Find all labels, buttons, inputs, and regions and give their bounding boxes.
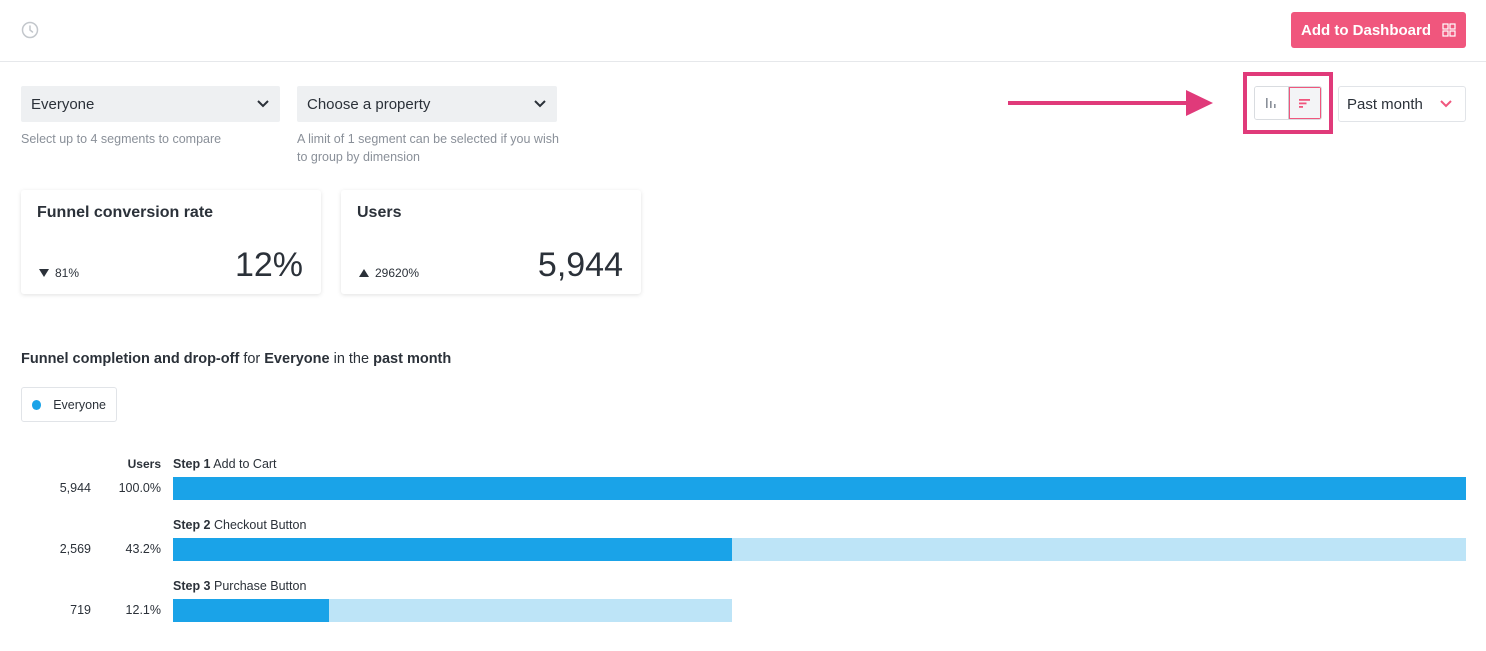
legend-label: Everyone [53,397,106,412]
funnel-bar-completed [173,477,1466,500]
property-select[interactable]: Choose a property [297,86,557,122]
step-number: Step 1 [173,457,211,471]
step-number: Step 3 [173,579,211,593]
segment-select-value: Everyone [31,95,95,113]
vertical-bars-icon [1266,98,1277,108]
view-toggle-highlight [1243,72,1333,134]
card-change-value: 81% [55,266,80,280]
step-percent: 43.2% [125,542,161,556]
card-value: 12% [234,246,303,284]
segment-help-text: Select up to 4 segments to compare [21,132,222,146]
add-to-dashboard-button[interactable]: Add to Dashboard [1291,12,1466,48]
funnel-bar-completed [173,538,732,561]
card-title: Users [357,204,402,221]
chart-title-prefix: Funnel completion and drop-off [21,351,240,367]
step-users-count: 5,944 [59,481,91,495]
annotation-arrow-icon [1008,90,1213,116]
step-number: Step 2 [173,518,211,532]
chart-title: Funnel completion and drop-off for Every… [21,351,451,367]
users-column-header: Users [127,457,161,471]
triangle-down-icon [39,269,49,277]
step-label: Step 2 Checkout Button [173,518,306,532]
step-users-count: 2,569 [59,542,91,556]
vertical-bar-view-button[interactable] [1255,87,1288,119]
step-name: Checkout Button [210,518,307,532]
step-name: Add to Cart [210,457,277,471]
chart-view-toggle[interactable] [1254,86,1322,120]
step-users-count: 719 [70,603,91,617]
period-select-value: Past month [1347,95,1423,113]
step-percent: 100.0% [118,481,161,495]
chart-title-segment: Everyone [264,351,330,367]
horizontal-bars-icon [1298,99,1310,108]
card-value: 5,944 [537,246,623,284]
funnel-bar[interactable] [173,477,1466,500]
property-select-value: Choose a property [307,95,431,113]
step-label: Step 3 Purchase Button [173,579,306,593]
add-to-dashboard-label: Add to Dashboard [1301,21,1431,39]
chart-title-in: in the [333,351,370,367]
funnel-bar[interactable] [173,599,1466,622]
card-change-value: 29620% [375,266,420,280]
step-percent: 12.1% [125,603,161,617]
chart-title-period: past month [373,351,452,367]
chevron-down-icon [1440,100,1452,108]
chevron-down-icon [534,100,546,108]
dashboard-grid-icon [1442,23,1456,37]
triangle-up-icon [359,269,369,277]
step-name: Purchase Button [210,579,307,593]
legend-item-everyone[interactable]: Everyone [21,387,117,422]
legend-dot [32,399,42,410]
segment-select[interactable]: Everyone [21,86,280,122]
funnel-conversion-card: Funnel conversion rate 81% 12% [21,190,321,294]
top-bar: Add to Dashboard [0,0,1486,62]
history-icon[interactable] [21,21,39,39]
funnel-bar-completed [173,599,330,622]
users-card: Users 29620% 5,944 [341,190,641,294]
horizontal-bar-view-button[interactable] [1287,87,1321,119]
card-change: 81% [39,266,79,280]
chevron-down-icon [257,100,269,108]
funnel-bar[interactable] [173,538,1466,561]
period-select[interactable]: Past month [1338,86,1466,122]
card-change: 29620% [359,266,419,280]
chart-title-for: for [243,351,261,367]
step-label: Step 1 Add to Cart [173,457,277,471]
card-title: Funnel conversion rate [37,204,214,221]
property-help-text: A limit of 1 segment can be selected if … [297,132,559,164]
